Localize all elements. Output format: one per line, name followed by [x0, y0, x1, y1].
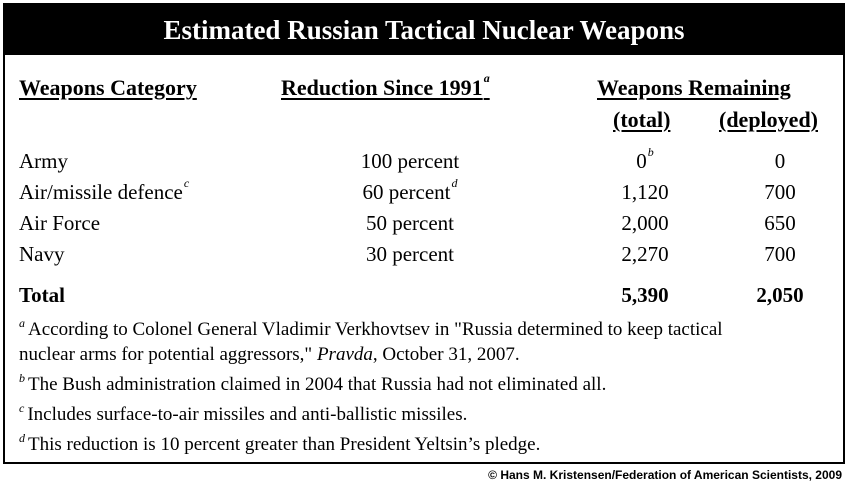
- footnote-d-marker: d: [19, 431, 25, 445]
- row-air-force-category: Air Force: [19, 211, 101, 235]
- row-army-category: Army: [19, 149, 68, 173]
- row-navy-total: 2,270: [621, 242, 669, 266]
- footnote-a-marker: a: [19, 316, 25, 330]
- table-title: Estimated Russian Tactical Nuclear Weapo…: [5, 5, 843, 55]
- footnote-a-line1: a According to Colonel General Vladimir V…: [19, 316, 723, 341]
- footnote-marker-c: c: [183, 176, 190, 190]
- row-air-missile-defence-reduction: 60 percentd: [305, 176, 515, 205]
- total-row-label: Total: [19, 283, 65, 307]
- row-air-missile-defence-category: Air/missile defencec: [19, 176, 189, 205]
- footnote-a-line2: nuclear arms for potential aggressors," …: [19, 344, 520, 366]
- header-weapons-remaining: Weapons Remaining: [597, 75, 791, 100]
- row-navy-category: Navy: [19, 242, 65, 266]
- footnote-marker-a: a: [483, 71, 490, 85]
- row-navy-deployed: 700: [764, 242, 796, 266]
- row-army-deployed: 0: [774, 149, 786, 173]
- row-air-force-total: 2,000: [621, 211, 669, 235]
- header-total-column: (total): [613, 107, 671, 132]
- credit-line: © Hans M. Kristensen/Federation of Ameri…: [488, 468, 842, 482]
- footnote-c-text: Includes surface-to-air missiles and ant…: [27, 404, 468, 425]
- footnote-c-marker: c: [19, 401, 25, 415]
- footnote-b: b The Bush administration claimed in 2004…: [19, 371, 607, 396]
- footnote-b-text: The Bush administration claimed in 2004 …: [28, 374, 607, 395]
- row-navy-reduction: 30 percent: [365, 242, 455, 266]
- row-air-force-reduction: 50 percent: [365, 211, 455, 235]
- footnote-d: d This reduction is 10 percent greater th…: [19, 431, 541, 456]
- footnote-marker-b: b: [647, 145, 654, 159]
- total-row-total: 5,390: [621, 283, 669, 307]
- header-reduction-label: Reduction Since 1991: [281, 75, 483, 100]
- row-army-total-value: 0: [636, 149, 647, 173]
- footnote-marker-d: d: [451, 176, 458, 190]
- table-frame: Estimated Russian Tactical Nuclear Weapo…: [3, 3, 845, 464]
- footnote-d-text: This reduction is 10 percent greater tha…: [28, 434, 541, 455]
- footnote-b-marker: b: [19, 371, 25, 385]
- row-air-missile-defence-reduction-value: 60 percent: [362, 180, 451, 204]
- footnote-c: c Includes surface-to-air missiles and an…: [19, 401, 468, 426]
- footnote-a-text2: nuclear arms for potential aggressors,": [19, 344, 317, 365]
- total-row-deployed: 2,050: [756, 283, 804, 307]
- row-army-reduction: 100 percent: [360, 149, 460, 173]
- row-air-missile-defence-label: Air/missile defence: [19, 180, 183, 204]
- row-air-force-deployed: 650: [764, 211, 796, 235]
- row-army-total: 0b: [600, 145, 690, 174]
- header-weapons-category: Weapons Category: [19, 75, 197, 100]
- footnote-a-date: , October 31, 2007.: [372, 344, 520, 365]
- footnote-a-text1: According to Colonel General Vladimir Ve…: [28, 319, 723, 340]
- header-reduction: Reduction Since 1991a: [281, 71, 490, 101]
- row-air-missile-defence-total: 1,120: [621, 180, 669, 204]
- header-deployed-column: (deployed): [719, 107, 818, 132]
- row-air-missile-defence-deployed: 700: [764, 180, 796, 204]
- footnote-a-source: Pravda: [316, 344, 373, 365]
